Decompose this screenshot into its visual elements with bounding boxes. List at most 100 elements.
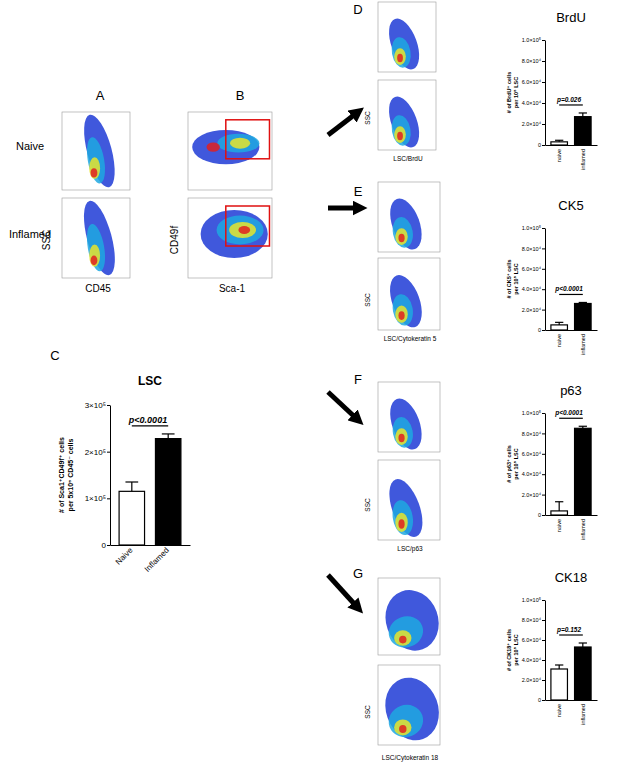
- significance-bracket: [559, 104, 583, 105]
- axis-line: [545, 229, 546, 331]
- tick-label: naive: [556, 334, 562, 347]
- axis-line: [110, 406, 111, 546]
- tick-mark: [542, 248, 545, 249]
- density-region: [390, 293, 415, 328]
- y-tick: 0: [538, 512, 545, 518]
- error-cap: [555, 140, 563, 141]
- flow-panel: BCD49fSca-1: [169, 88, 272, 294]
- bar: [551, 325, 568, 330]
- density-region: [383, 15, 425, 74]
- bar: [575, 428, 592, 515]
- axis-title: LSC/BrdU: [393, 155, 423, 162]
- bar: [551, 511, 568, 515]
- tick-label: 0: [538, 142, 541, 148]
- error-cap: [579, 112, 587, 113]
- density-region: [395, 306, 407, 323]
- y-tick: 6.0×10⁴: [522, 451, 545, 457]
- plot-area: [551, 426, 591, 515]
- x-tick: inflamed: [580, 334, 586, 355]
- density-region: [89, 244, 100, 266]
- axis-title: # of CK18⁺ cells: [506, 629, 512, 671]
- tick-label: inflamed: [580, 519, 586, 540]
- row-label: Inflamed: [9, 228, 51, 240]
- axis-title: # of CK5⁺ cells: [506, 260, 512, 299]
- error-cap: [555, 501, 563, 502]
- tick-label: naive: [556, 149, 562, 162]
- tick-label: 2×10⁵: [85, 448, 106, 457]
- axis-title: per 10⁵ LSC: [513, 263, 519, 294]
- tick-label: 1.0×10⁵: [522, 37, 541, 43]
- tick-label: 4.0×10⁴: [522, 286, 542, 292]
- panel-letter: D: [353, 2, 362, 17]
- x-axis: naive inflamed: [546, 331, 598, 355]
- error-cap: [162, 433, 175, 434]
- y-axis: 01×10⁵2×10⁵3×10⁵: [85, 401, 111, 550]
- error-cap: [579, 302, 587, 303]
- plot-area: [119, 434, 181, 545]
- y-tick: 8.0×10⁴: [522, 617, 545, 623]
- tick-label: 1.0×10⁵: [522, 597, 541, 603]
- density-region: [398, 311, 404, 320]
- panel-letter: B: [236, 88, 245, 103]
- density-region: [229, 222, 256, 238]
- plot-area: [551, 643, 591, 700]
- y-tick: 1×10⁵: [85, 494, 110, 503]
- axis-title: LSC/Cytokeratin 18: [382, 754, 439, 762]
- density-region: [230, 138, 250, 149]
- error-cap: [579, 426, 587, 427]
- density-region: [398, 234, 404, 242]
- tick-mark: [542, 515, 545, 516]
- tick-mark: [542, 103, 545, 104]
- axis-title: SSC: [364, 498, 371, 512]
- tick-mark: [107, 405, 110, 406]
- axis-title: # of BrdU⁺ cells: [506, 72, 512, 113]
- tick-label: naive: [556, 519, 562, 532]
- tick-label: naive: [556, 704, 562, 717]
- significance-bracket: [559, 634, 583, 635]
- y-axis: 02.0×10⁴4.0×10⁴6.0×10⁴8.0×10⁴1.0×10⁵: [522, 225, 546, 333]
- flow-panels: ASSCCD45BCD49fSca-1DSSCLSC/BrdUESSCLSC/C…: [9, 2, 448, 762]
- tick-mark: [542, 82, 545, 83]
- chart-title: BrdU: [556, 10, 586, 25]
- error-cap: [125, 481, 138, 482]
- x-axis: naive inflamed: [546, 146, 598, 170]
- flow-panel: ASSCCD45: [41, 88, 130, 294]
- tick-mark: [542, 413, 545, 414]
- tick-label: 0: [538, 512, 541, 518]
- density-region: [217, 134, 259, 153]
- density-region: [390, 216, 415, 250]
- density-region: [389, 36, 413, 70]
- density-region: [397, 132, 403, 140]
- y-tick: 0: [538, 142, 545, 148]
- density-region: [84, 136, 108, 185]
- density-region: [389, 114, 413, 148]
- annotation: p=0.026: [556, 96, 581, 104]
- y-tick: 2.0×10⁴: [522, 121, 545, 127]
- flow-panel: GSSCLSC/Cytokeratin 18: [353, 566, 448, 762]
- density-region: [394, 719, 411, 735]
- axis-title: Sca-1: [219, 283, 246, 294]
- tick-mark: [542, 145, 545, 146]
- tick-mark: [542, 600, 545, 601]
- axis-line: [545, 414, 546, 516]
- tick-mark: [542, 433, 545, 434]
- tick-label: 2.0×10⁴: [522, 307, 542, 313]
- tick-mark: [542, 454, 545, 455]
- x-tick: inflamed: [580, 149, 586, 170]
- tick-mark: [542, 700, 545, 701]
- density-region: [384, 194, 428, 253]
- annotation: p<0.0001: [128, 415, 167, 425]
- chart-title: p63: [560, 383, 582, 398]
- flow-panel: DSSCLSC/BrdU: [353, 2, 436, 162]
- tick-label: 2.0×10⁴: [522, 677, 542, 683]
- x-axis: naive inflamed: [546, 516, 598, 540]
- tick-label: 6.0×10⁴: [522, 637, 542, 643]
- y-tick: 2.0×10⁴: [522, 677, 545, 683]
- y-tick: 8.0×10⁴: [522, 246, 545, 252]
- density-region: [201, 210, 268, 258]
- tick-mark: [542, 660, 545, 661]
- bar: [575, 647, 592, 700]
- axis-title: # of p63⁺ cells: [506, 445, 512, 482]
- arrow: [328, 392, 358, 420]
- bar: [551, 669, 568, 700]
